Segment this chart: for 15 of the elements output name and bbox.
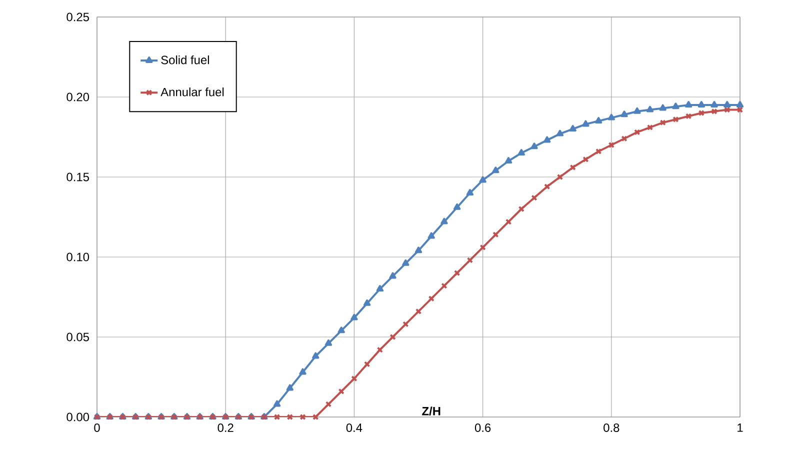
legend-label: Annular fuel xyxy=(160,88,224,96)
y-tick-label: 0.05 xyxy=(66,332,89,342)
y-tick-label: 0.20 xyxy=(66,92,90,102)
x-tick-label: 0 xyxy=(94,424,100,432)
x-tick-label: 0.6 xyxy=(474,424,491,432)
y-tick-label: 0.10 xyxy=(66,252,90,262)
x-tick-label: 1 xyxy=(738,424,743,432)
legend-label: Solid fuel xyxy=(161,55,209,64)
x-axis-title: Z/H xyxy=(422,406,440,416)
y-tick-label: 0.15 xyxy=(66,172,89,182)
x-tick-label: 0.4 xyxy=(346,424,362,432)
x-tick-label: 0.2 xyxy=(218,424,234,432)
y-tick-label: 0.25 xyxy=(66,12,89,22)
y-tick-label: 0.00 xyxy=(66,412,90,422)
x-tick-label: 0.8 xyxy=(604,424,620,432)
